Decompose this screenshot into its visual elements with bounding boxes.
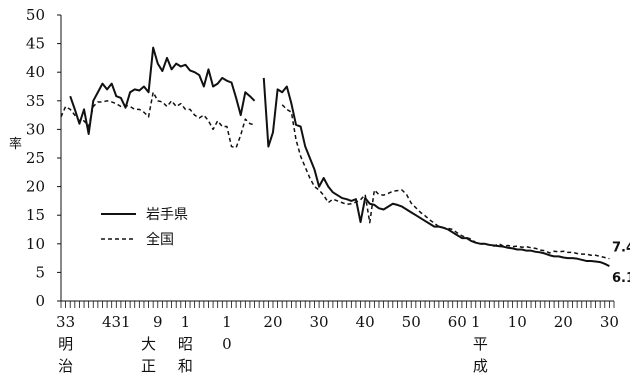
x-tick-label: 1 [222, 313, 232, 331]
series-line-iwate [69, 46, 256, 135]
end-value-label: 6.1 [612, 271, 630, 286]
y-axis-label: 率 [9, 136, 22, 152]
era-label: 明 [58, 335, 73, 353]
era-label: 成 [473, 357, 488, 375]
era-label: 平 [473, 335, 488, 353]
y-tick-label: 35 [26, 92, 45, 110]
x-tick-sublabel: 0 [222, 335, 232, 353]
era-label: 治 [58, 357, 73, 375]
x-tick-label: 30 [310, 313, 329, 331]
y-tick-label: 50 [26, 6, 45, 24]
legend: 岩手県 全国 [101, 207, 188, 248]
x-tick-label: 10 [508, 313, 527, 331]
y-tick-label: 25 [26, 149, 45, 167]
x-tick-label: 431 [102, 313, 131, 331]
y-tick-label: 30 [26, 120, 45, 138]
y-tick-label: 45 [26, 35, 45, 53]
legend-label-iwate: 岩手県 [146, 207, 188, 223]
end-value-label: 7.4 [612, 241, 630, 256]
x-tick-label: 60 [448, 313, 467, 331]
era-label: 大 [141, 335, 156, 353]
end-labels: 7.4 6.1 [612, 241, 630, 286]
y-tick-label: 20 [26, 178, 45, 196]
x-tick-label: 20 [554, 313, 573, 331]
x-tick-label: 1 [181, 313, 191, 331]
series-line-national [60, 91, 255, 149]
era-label: 昭 [178, 335, 193, 353]
y-tick-label: 0 [35, 292, 45, 310]
y-tick-label: 5 [35, 263, 45, 281]
x-tick-label: 30 [600, 313, 619, 331]
x-tick-label: 20 [263, 313, 282, 331]
x-tick-label: 1 [471, 313, 481, 331]
series-line-national [281, 104, 610, 260]
x-tick-label: 9 [153, 313, 163, 331]
y-tick-label: 15 [26, 206, 45, 224]
series-line-iwate [262, 77, 610, 268]
series-layer [60, 46, 610, 268]
y-tick-label: 10 [26, 235, 45, 253]
x-tick-label: 50 [402, 313, 421, 331]
legend-label-national: 全国 [146, 231, 174, 248]
era-label: 正 [141, 357, 156, 375]
x-tick-label: 33 [56, 313, 75, 331]
x-tick-label: 40 [356, 313, 375, 331]
y-axis: 0 5 10 15 20 25 30 35 40 45 50 [26, 6, 62, 310]
y-tick-label: 40 [26, 63, 45, 81]
era-label: 和 [178, 357, 193, 375]
